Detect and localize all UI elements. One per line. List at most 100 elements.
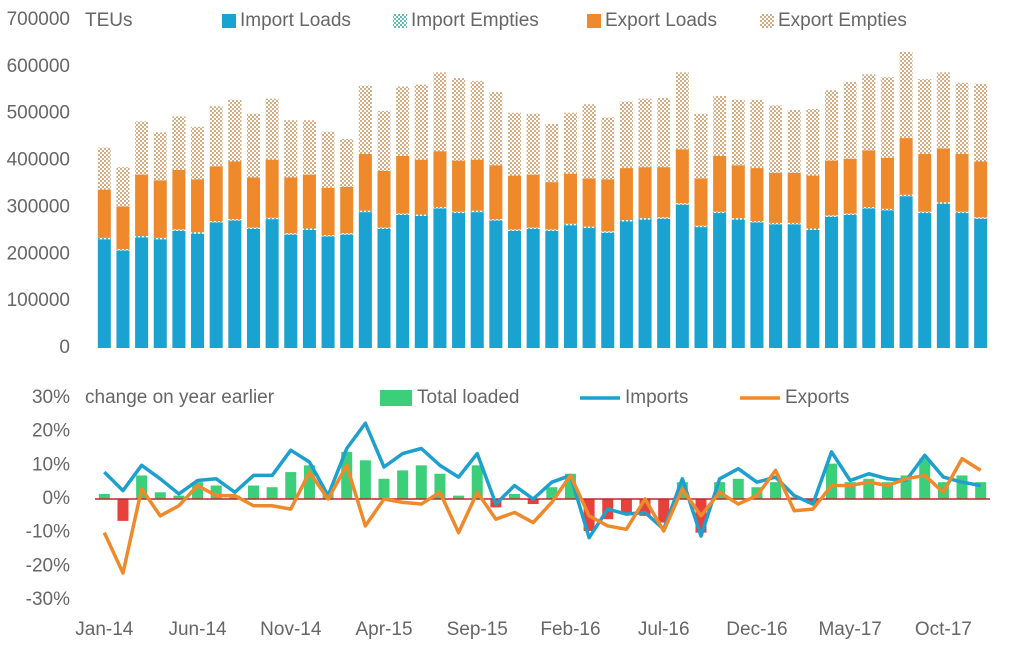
bar-segment xyxy=(731,99,745,166)
bar-segment xyxy=(675,204,689,348)
bar-segment xyxy=(97,147,111,190)
bar-segment xyxy=(545,124,559,183)
bar-segment xyxy=(787,222,801,225)
bar-segment xyxy=(246,113,261,178)
bar-segment xyxy=(340,233,354,235)
x-tick-label: Feb-16 xyxy=(540,619,600,640)
bar-segment xyxy=(508,230,522,348)
bar-segment xyxy=(955,213,969,348)
bar-segment xyxy=(769,222,783,225)
bar-segment xyxy=(135,237,149,348)
bar-segment xyxy=(936,72,950,149)
bar-segment xyxy=(284,233,298,235)
x-tick-label: Apr-15 xyxy=(355,619,412,640)
bar-segment xyxy=(470,159,484,211)
bar xyxy=(826,463,838,499)
bar-segment xyxy=(452,211,466,214)
bar-segment xyxy=(974,217,988,219)
bar xyxy=(527,499,539,505)
bar-segment xyxy=(824,215,839,217)
line xyxy=(102,456,982,575)
bar xyxy=(844,482,856,499)
bar xyxy=(247,485,259,499)
bar-segment xyxy=(899,196,913,348)
bar-segment xyxy=(172,169,186,230)
y-tick-label: -30% xyxy=(26,589,70,610)
bar-segment xyxy=(508,112,522,176)
bar-segment xyxy=(321,131,335,188)
bar-segment xyxy=(862,150,876,207)
bar xyxy=(639,499,651,516)
bar-segment xyxy=(694,113,708,179)
y-tick-label: 700000 xyxy=(7,9,70,30)
bar-segment xyxy=(601,232,615,348)
bar-segment xyxy=(601,179,615,232)
bar-segment xyxy=(918,211,932,214)
bar xyxy=(98,493,110,499)
bar-segment xyxy=(601,117,615,180)
bar-segment xyxy=(377,110,391,171)
bar-segment xyxy=(489,165,503,220)
x-tick-label: Dec-16 xyxy=(726,619,787,640)
bar-segment xyxy=(191,126,205,180)
bar-segment xyxy=(526,227,540,229)
bar xyxy=(192,482,204,499)
bar-segment xyxy=(638,219,652,348)
bar-segment xyxy=(97,239,111,348)
legend-marker xyxy=(222,14,236,28)
bar-segment xyxy=(358,212,372,348)
bar xyxy=(509,493,521,499)
bar xyxy=(378,478,390,499)
bar-segment xyxy=(228,99,242,162)
bar-segment xyxy=(806,175,820,229)
bar-segment xyxy=(321,235,335,237)
bar-segment xyxy=(713,155,727,212)
bar-segment xyxy=(172,116,186,170)
bar-segment xyxy=(806,109,820,176)
bar-segment xyxy=(731,218,745,220)
bar-segment xyxy=(582,178,596,227)
y-tick-label: 300000 xyxy=(7,196,70,217)
bar-segment xyxy=(284,120,298,178)
bar-segment xyxy=(750,221,764,223)
bar-segment xyxy=(601,231,615,233)
bar-segment xyxy=(470,210,484,213)
bar-segment xyxy=(470,80,484,160)
bar-segment xyxy=(638,218,652,220)
bar-segment xyxy=(191,233,205,348)
bar-segment xyxy=(246,228,261,348)
bar-segment xyxy=(563,112,577,174)
bar-segment xyxy=(526,174,540,228)
bar xyxy=(285,472,297,499)
bar-segment xyxy=(955,82,969,155)
bar-segment xyxy=(824,90,839,161)
bar xyxy=(770,482,782,499)
bar-segment xyxy=(470,212,484,348)
bar-segment xyxy=(899,194,913,197)
bar-segment xyxy=(116,249,130,251)
bar-segment xyxy=(191,179,205,233)
bar-segment xyxy=(619,220,633,222)
bar-segment xyxy=(265,159,279,218)
bar xyxy=(210,485,222,499)
bar-segment xyxy=(824,160,839,216)
bar-segment xyxy=(526,113,540,175)
bar xyxy=(303,465,315,499)
bar-segment xyxy=(246,177,261,228)
x-tick-label: Jan-14 xyxy=(75,619,134,640)
bar-segment xyxy=(135,121,149,175)
x-tick-label: Jun-14 xyxy=(168,619,227,640)
bar-segment xyxy=(843,213,857,215)
bar-segment xyxy=(526,228,540,348)
bar-segment xyxy=(116,167,130,207)
bar xyxy=(881,482,893,499)
legend-label: Import Loads xyxy=(240,10,351,31)
bar-segment xyxy=(563,173,577,224)
bar-segment xyxy=(563,225,577,348)
bar-segment xyxy=(862,74,876,151)
bar-segment xyxy=(713,95,727,156)
bar-segment xyxy=(228,220,242,348)
bar-segment xyxy=(191,232,205,234)
bar-segment xyxy=(452,78,466,161)
